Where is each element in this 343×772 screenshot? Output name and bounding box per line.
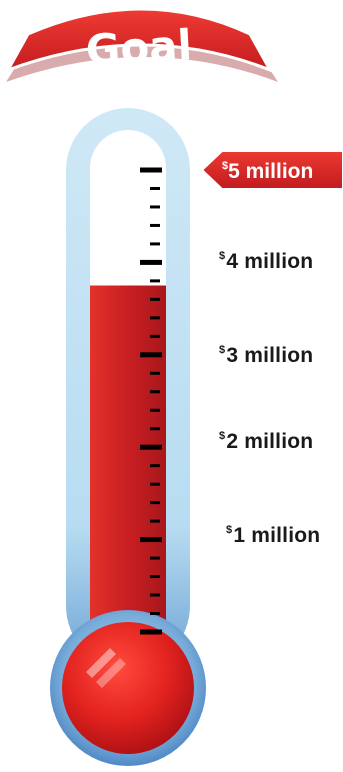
minor-tick	[150, 482, 160, 486]
major-tick	[140, 167, 162, 173]
minor-tick	[150, 556, 160, 560]
minor-tick	[150, 223, 160, 227]
goal-banner: Goal	[4, 7, 278, 82]
goal-tag-amount: 5 million	[228, 160, 313, 183]
minor-tick	[150, 390, 160, 394]
scale-label-2m: $2 million	[219, 430, 313, 454]
minor-tick	[150, 575, 160, 579]
minor-tick	[150, 593, 160, 597]
goal-tag-label: $5 million	[222, 160, 313, 183]
minor-tick	[150, 427, 160, 431]
minor-tick	[150, 242, 160, 246]
minor-tick	[150, 316, 160, 320]
minor-tick	[150, 408, 160, 412]
scale-currency: $	[219, 430, 226, 442]
minor-tick	[150, 334, 160, 338]
scale-amount: 3 million	[226, 344, 314, 367]
major-tick	[140, 629, 162, 635]
scale-currency: $	[219, 344, 226, 356]
goal-tag-shape	[200, 150, 343, 190]
scale-currency: $	[219, 250, 226, 262]
banner-title: Goal	[85, 20, 193, 74]
major-tick	[140, 352, 162, 358]
bulb-mercury	[62, 622, 194, 754]
bulb-highlight	[86, 648, 126, 688]
major-tick	[140, 444, 162, 450]
scale-ticks	[140, 167, 162, 635]
scale-label-1m: $1 million	[226, 524, 320, 548]
minor-tick	[150, 519, 160, 523]
scale-amount: 2 million	[226, 430, 314, 453]
scale-currency: $	[226, 524, 233, 536]
minor-tick	[150, 186, 160, 190]
scale-label-3m: $3 million	[219, 344, 313, 368]
goal-tag-currency: $	[222, 160, 228, 172]
minor-tick	[150, 205, 160, 209]
scale-label-4m: $4 million	[219, 250, 313, 274]
major-tick	[140, 259, 162, 265]
minor-tick	[150, 297, 160, 301]
minor-tick	[150, 501, 160, 505]
scale-amount: 4 million	[226, 250, 314, 273]
banner-ribbon	[4, 7, 274, 73]
goal-marker: $5 million	[200, 150, 343, 190]
scale-amount: 1 million	[233, 524, 321, 547]
major-tick	[140, 537, 162, 543]
minor-tick	[150, 279, 160, 283]
minor-tick	[150, 464, 160, 468]
minor-tick	[150, 612, 160, 616]
minor-tick	[150, 371, 160, 375]
